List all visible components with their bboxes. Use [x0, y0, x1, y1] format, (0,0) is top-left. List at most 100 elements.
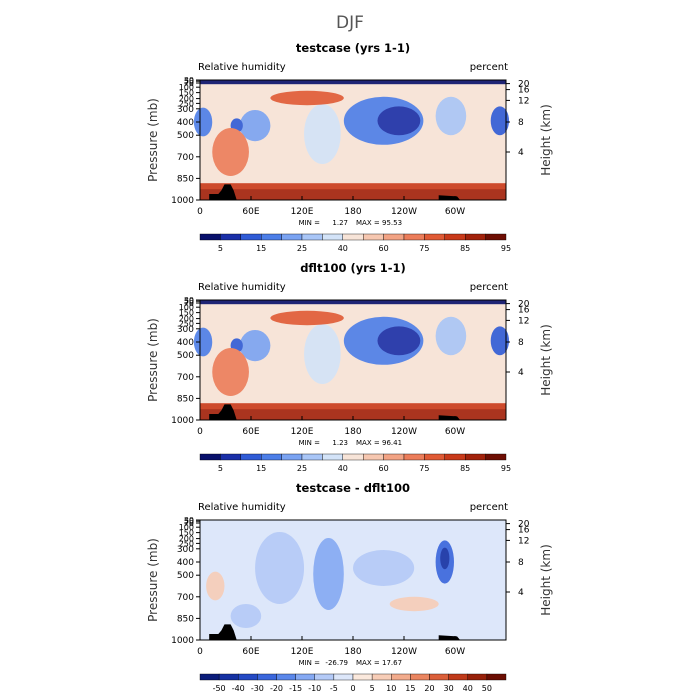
x-tick-label: 120E: [291, 207, 314, 217]
colorbar-swatch: [403, 233, 425, 241]
colorbar-label: 85: [460, 464, 470, 473]
difference-region: [313, 538, 344, 610]
y-tick-label: 70: [184, 299, 194, 308]
colorbar-swatch: [199, 453, 221, 461]
x-tick-label: 60W: [445, 647, 465, 657]
topography: [209, 184, 237, 200]
difference-region: [230, 604, 262, 628]
colorbar-swatch: [240, 453, 262, 461]
x-tick-label: 60E: [242, 207, 259, 217]
min-label: MIN =: [299, 439, 321, 447]
right-axis-label: Height (km): [539, 104, 553, 175]
min-label: MIN =: [299, 219, 321, 227]
x-tick-label: 60W: [445, 207, 465, 217]
min-value: -26.79: [325, 659, 348, 667]
humidity-region: [304, 324, 341, 384]
colorbar-swatch: [261, 453, 282, 461]
difference-region: [353, 550, 415, 586]
colorbar-label: 95: [501, 244, 511, 253]
y-tick-label: 1000: [171, 636, 194, 646]
colorbar-swatch: [363, 233, 384, 241]
y-tick-label: 30: [184, 76, 194, 85]
y-tick-label: 200: [179, 95, 194, 104]
colorbar-swatch: [467, 673, 488, 681]
contour-field: [193, 80, 510, 200]
colorbar-label: 50: [482, 684, 492, 693]
y-tick-label: 100: [179, 303, 194, 312]
min-value: 1.23: [332, 439, 348, 447]
colorbar-label: 20: [424, 684, 434, 693]
colorbar-swatch: [424, 453, 445, 461]
y-tick-label: 300: [177, 545, 194, 555]
right-tick-label: 12: [518, 316, 529, 326]
colorbar-label: 40: [338, 244, 348, 253]
max-value: 96.41: [382, 439, 402, 447]
colorbar-label: 5: [370, 684, 375, 693]
colorbar-swatch: [444, 233, 466, 241]
colorbar-swatch: [424, 233, 445, 241]
max-label: MAX =: [356, 219, 380, 227]
humidity-region: [212, 348, 249, 396]
y-tick-label: 50: [184, 517, 194, 526]
y-tick-label: 70: [184, 79, 194, 88]
variable-label: Relative humidity: [198, 502, 286, 513]
x-tick-label: 120W: [391, 647, 417, 657]
colorbar-label: 75: [419, 244, 429, 253]
humidity-region: [435, 96, 467, 136]
stratosphere-band: [200, 80, 506, 85]
humidity-region: [377, 106, 421, 136]
y-tick-label: 400: [177, 558, 194, 568]
x-tick-label: 120W: [391, 207, 417, 217]
y-tick-label: 100: [179, 523, 194, 532]
colorbar-swatch: [342, 453, 364, 461]
max-label: MAX =: [356, 439, 380, 447]
x-tick-label: 0: [197, 647, 203, 657]
colorbar-swatch: [261, 233, 282, 241]
colorbar-swatch: [218, 673, 239, 681]
colorbar-swatch: [363, 453, 384, 461]
colorbar-swatch: [199, 673, 220, 681]
humidity-region: [377, 326, 421, 356]
min-label: MIN =: [299, 659, 321, 667]
x-tick-label: 60E: [242, 647, 259, 657]
right-tick-label: 20: [518, 80, 530, 90]
right-tick-label: 12: [518, 536, 529, 546]
y-axis-label: Pressure (mb): [146, 98, 160, 182]
topography: [209, 404, 237, 420]
y-tick-label: 50: [184, 77, 194, 86]
y-axis-label: Pressure (mb): [146, 318, 160, 402]
colorbar-label: 40: [338, 464, 348, 473]
colorbar-label: 15: [256, 464, 266, 473]
right-tick-label: 12: [518, 96, 529, 106]
variable-label: Relative humidity: [198, 62, 286, 73]
colorbar-label: -10: [308, 684, 321, 693]
x-tick-label: 120E: [291, 427, 314, 437]
x-tick-label: 60W: [445, 427, 465, 437]
panel-1: testcase (yrs 1-1) Relative humidity perce…: [146, 41, 553, 253]
y-tick-label: 300: [177, 325, 194, 335]
colorbar-swatch: [314, 673, 335, 681]
colorbar-swatch: [281, 233, 303, 241]
y-tick-label: 700: [177, 153, 194, 163]
y-axis-label: Pressure (mb): [146, 538, 160, 622]
right-tick-label: 20: [518, 300, 530, 310]
x-tick-label: 0: [197, 207, 203, 217]
colorbar-swatch: [220, 453, 241, 461]
x-tick-label: 120W: [391, 427, 417, 437]
colorbar-swatch: [391, 673, 411, 681]
stratosphere-band: [200, 300, 506, 305]
units-label: percent: [470, 282, 508, 293]
contour-field: [206, 532, 454, 628]
colorbar-label: 60: [379, 244, 389, 253]
colorbar-swatch: [333, 673, 354, 681]
right-tick-label: 20: [518, 520, 530, 530]
topography: [209, 624, 237, 640]
panel-title: testcase - dflt100: [296, 481, 410, 495]
max-label: MAX =: [356, 659, 380, 667]
colorbar-label: 40: [463, 684, 473, 693]
humidity-region: [239, 330, 271, 362]
colorbar-swatch: [410, 673, 430, 681]
panel-title: testcase (yrs 1-1): [296, 41, 410, 55]
y-tick-label: 700: [177, 593, 194, 603]
humidity-region: [193, 107, 213, 137]
